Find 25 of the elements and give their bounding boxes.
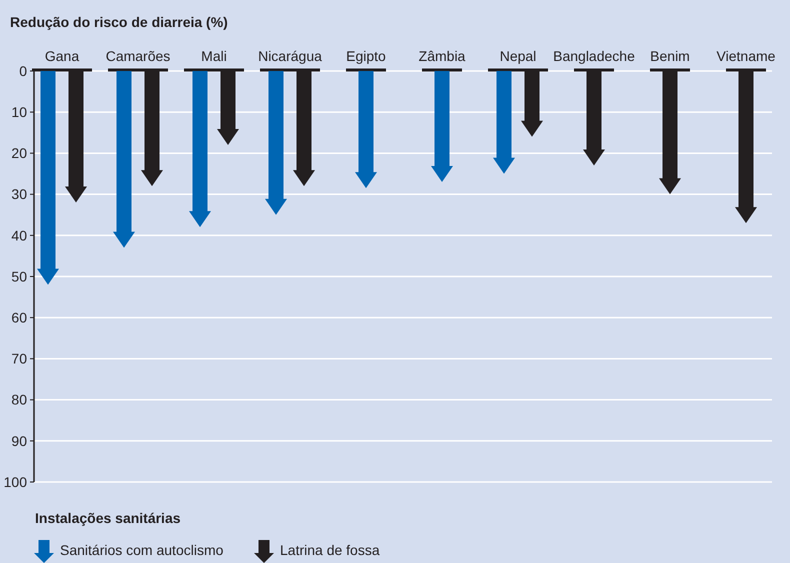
y-tick-label: 60: [11, 310, 28, 326]
legend-title: Instalações sanitárias: [35, 510, 181, 526]
x-tick-label: Nicarágua: [258, 48, 322, 64]
x-tick-label: Camarões: [106, 48, 170, 64]
y-tick-label: 30: [11, 186, 28, 202]
x-tick-label: Egipto: [346, 48, 386, 64]
x-tick-label: Gana: [44, 48, 80, 64]
x-tick-label: Mali: [201, 48, 227, 64]
x-tick-label: Nepal: [500, 48, 536, 64]
y-tick-label: 90: [11, 432, 28, 449]
y-tick-label: 20: [11, 145, 28, 162]
y-tick-label: 0: [19, 62, 28, 79]
y-tick-label: 10: [11, 104, 28, 120]
legend-label: Latrina de fossa: [280, 542, 380, 558]
y-axis-title: Redução do risco de diarreia (%): [10, 14, 228, 30]
legend-label: Sanitários com autoclismo: [60, 542, 224, 558]
y-tick-label: 80: [11, 392, 28, 408]
x-tick-label: Vietname: [716, 48, 776, 64]
y-tick-label: 100: [4, 474, 28, 490]
x-tick-label: Benim: [650, 48, 690, 64]
y-tick-label: 70: [11, 350, 28, 367]
x-tick-label: Zâmbia: [418, 48, 466, 64]
x-tick-label: Bangladeche: [553, 48, 636, 64]
y-tick-label: 50: [11, 268, 28, 284]
y-tick-label: 40: [11, 227, 28, 244]
